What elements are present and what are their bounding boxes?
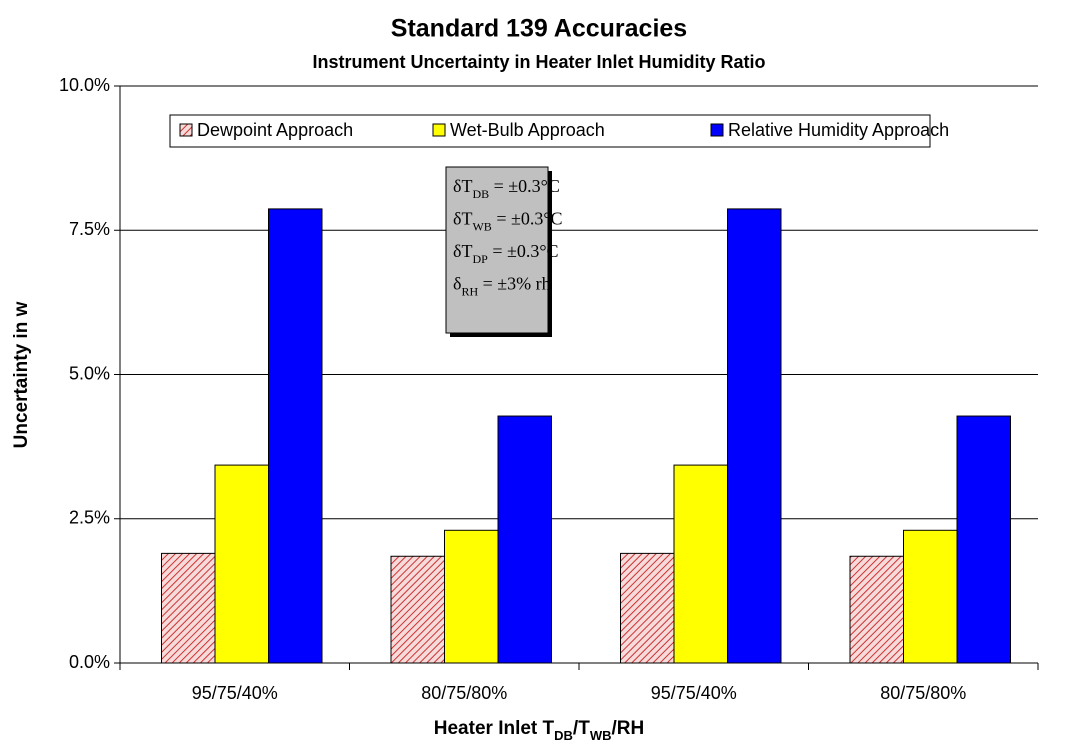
annotation-symbol: δT <box>453 209 472 229</box>
bar <box>849 555 904 664</box>
annotation-symbol: δ <box>453 274 461 294</box>
legend-label: Relative Humidity Approach <box>728 120 949 140</box>
bar <box>444 529 499 664</box>
legend-swatch <box>432 123 446 137</box>
annotation-subscript: WB <box>472 219 491 233</box>
bar <box>390 555 445 664</box>
y-tick-label: 7.5% <box>69 219 110 239</box>
bar <box>620 552 675 664</box>
bar <box>727 208 782 664</box>
x-axis-label-part: /RH <box>611 718 644 739</box>
bar <box>161 552 216 664</box>
chart-title: Standard 139 Accuracies <box>391 15 687 43</box>
bar <box>903 529 958 664</box>
y-tick-label: 2.5% <box>69 508 110 528</box>
y-tick-label: 0.0% <box>69 652 110 672</box>
annotation-line: δTDP = ±0.3°C <box>453 241 559 266</box>
legend-swatch <box>710 123 724 137</box>
legend-label: Dewpoint Approach <box>197 120 353 140</box>
bar <box>497 415 552 664</box>
chart-subtitle: Instrument Uncertainty in Heater Inlet H… <box>312 52 765 72</box>
legend-box <box>169 114 931 148</box>
annotation-value: = ±0.3°C <box>489 176 560 196</box>
x-tick-label: 80/75/80% <box>880 683 966 703</box>
annotation-subscript: DP <box>472 252 488 266</box>
x-axis-label: Heater Inlet TDB/TWB/RH <box>434 718 644 743</box>
x-tick-label: 95/75/40% <box>192 683 278 703</box>
annotation-value: = ±0.3°C <box>488 241 559 261</box>
annotation-value: = ±0.3°C <box>492 209 563 229</box>
annotation-line: δTWB = ±0.3°C <box>453 209 563 234</box>
annotation-subscript: DB <box>472 187 489 201</box>
legend-label: Wet-Bulb Approach <box>450 120 605 140</box>
annotation-symbol: δT <box>453 176 472 196</box>
x-axis-label-part: /T <box>573 718 590 739</box>
annotation-line: δTDB = ±0.3°C <box>453 176 560 201</box>
y-tick-label: 5.0% <box>69 363 110 383</box>
x-axis-label-part: Heater Inlet T <box>434 718 555 739</box>
annotation-subscript: RH <box>461 284 478 298</box>
bar <box>214 464 269 664</box>
x-tick-label: 80/75/80% <box>421 683 507 703</box>
x-axis-label-part: DB <box>554 728 573 743</box>
annotation-symbol: δT <box>453 241 472 261</box>
bar <box>956 415 1011 664</box>
annotation-value: = ±3% rh <box>478 274 551 294</box>
y-tick-label: 10.0% <box>59 75 110 95</box>
bar <box>268 208 323 664</box>
x-tick-label: 95/75/40% <box>651 683 737 703</box>
annotation-box <box>445 166 549 334</box>
y-axis-label: Uncertainty in w <box>11 301 32 448</box>
bar <box>673 464 728 664</box>
legend-swatch <box>179 123 193 137</box>
annotation-line: δRH = ±3% rh <box>453 274 551 299</box>
x-axis-label-part: WB <box>590 728 612 743</box>
